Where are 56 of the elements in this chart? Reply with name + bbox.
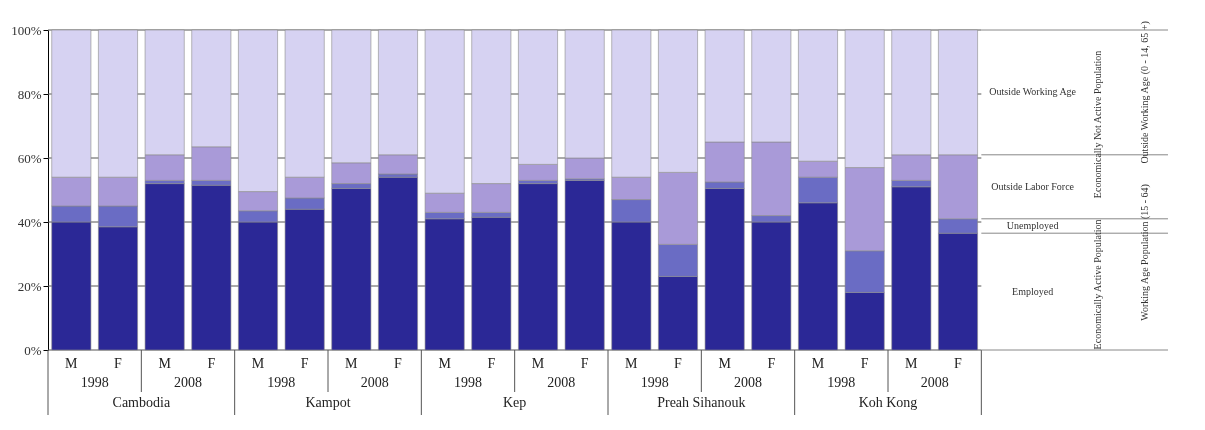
bar <box>378 176 418 351</box>
x-tick-label: F <box>207 356 216 371</box>
x-tick-label: F <box>954 356 963 371</box>
text: 1998 <box>640 375 669 390</box>
text: 1998 <box>454 375 482 390</box>
text: 2008 <box>360 375 389 390</box>
x-tick-label: M <box>531 356 545 371</box>
x-tick-label: F <box>674 356 683 371</box>
x-tick-label: M <box>811 356 825 371</box>
series-label: Outside Working Age <box>989 86 1077 98</box>
bar <box>518 183 558 351</box>
text: Employed <box>1012 285 1054 297</box>
series-label: Outside Labor Force <box>991 180 1075 192</box>
y-tick-label: 0% <box>24 342 42 358</box>
x-tick-label: F <box>767 356 776 371</box>
y-tick-label: 60% <box>17 150 42 166</box>
bar <box>564 180 605 351</box>
bar <box>144 183 185 351</box>
y-tick-label: 20% <box>17 278 42 294</box>
x-tick-label: M <box>158 356 172 371</box>
x-tick-label: F <box>300 356 309 371</box>
text: 2008 <box>734 375 762 390</box>
x-tick-label: M <box>438 356 452 371</box>
x-tick-label: F <box>114 356 123 371</box>
y-tick-label: 40% <box>17 214 42 230</box>
x-tick-label: F <box>580 356 589 371</box>
text: Preah Sihanouk <box>657 395 746 410</box>
x-tick-label: F <box>860 356 869 371</box>
x-tick-label: F <box>394 356 403 371</box>
bar <box>191 184 232 351</box>
text: Cambodia <box>112 395 171 410</box>
text: 1998 <box>80 375 109 390</box>
text: Kampot <box>305 395 351 410</box>
text: 2008 <box>174 375 202 390</box>
text: Koh Kong <box>858 395 918 410</box>
text: 1998 <box>827 375 856 390</box>
text: Outside Working Age (0 - 14, 65 +) <box>1138 21 1151 164</box>
y-tick-label: 80% <box>17 86 42 102</box>
text: Working Age Population (15 - 64) <box>1138 184 1151 321</box>
y-tick-label: 100% <box>11 22 42 38</box>
x-tick-label: F <box>487 356 496 371</box>
text: Economically Active Population <box>1092 219 1103 350</box>
x-tick-label: M <box>718 356 732 371</box>
x-tick-label: M <box>905 356 919 371</box>
text: 1998 <box>267 375 296 390</box>
text: Unemployed <box>1006 220 1059 231</box>
x-tick-label: M <box>345 356 359 371</box>
x-tick-label: M <box>251 356 265 371</box>
text: 2008 <box>920 375 949 390</box>
bar <box>331 188 372 351</box>
text: 2008 <box>547 375 576 390</box>
text: Economically Not Active Population <box>1092 50 1103 199</box>
x-tick-label: M <box>625 356 639 371</box>
x-tick-label: M <box>65 356 79 371</box>
bar <box>471 216 512 351</box>
text: Kep <box>503 395 527 410</box>
